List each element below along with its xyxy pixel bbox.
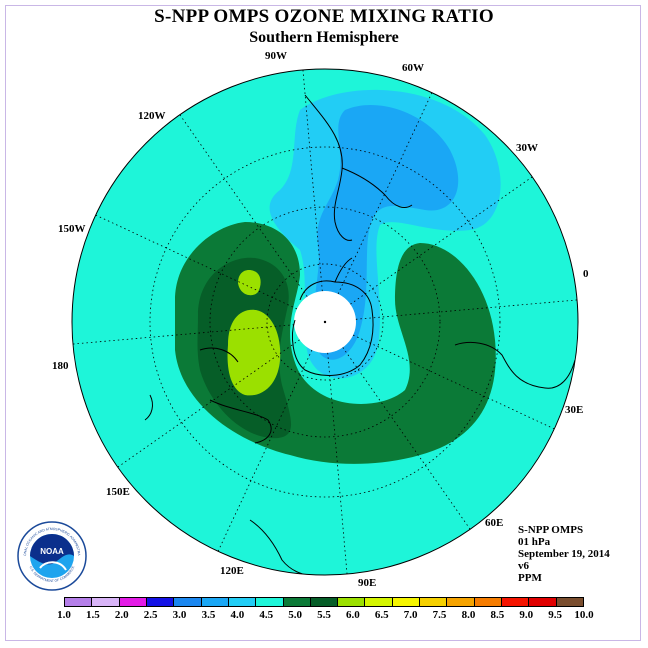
colorbar-tick-label: 9.5 bbox=[548, 609, 562, 621]
colorbar-tick-label: 2.0 bbox=[114, 609, 129, 621]
coastline-south-america bbox=[304, 94, 413, 241]
ozone-contour-6.0-a bbox=[227, 309, 281, 396]
meridian-line bbox=[355, 299, 578, 320]
lon-label-90e: 90E bbox=[358, 577, 377, 589]
colorbar-tick-label: 6.0 bbox=[346, 609, 360, 621]
colorbar-tick-label: 5.0 bbox=[288, 609, 302, 621]
map-boundary bbox=[71, 68, 579, 576]
meridian-line bbox=[327, 352, 348, 575]
lon-label-60w: 60W bbox=[402, 62, 424, 74]
info-block: S-NPP OMPS 01 hPa September 19, 2014 v6 … bbox=[518, 524, 610, 584]
colorbar-tick-label: 7.5 bbox=[432, 609, 447, 621]
colorbar-tick-label: 4.5 bbox=[259, 609, 274, 621]
colorbar-tick-label: 2.5 bbox=[143, 609, 158, 621]
pole-marker bbox=[323, 320, 327, 324]
lon-label-90w: 90W bbox=[265, 50, 287, 62]
map-subtitle: Southern Hemisphere bbox=[249, 29, 399, 46]
colorbar-segment bbox=[283, 598, 311, 606]
meridian-line bbox=[95, 214, 298, 310]
map-title: S-NPP OMPS OZONE MIXING RATIO bbox=[154, 6, 494, 27]
lon-label-120w: 120W bbox=[138, 110, 166, 122]
colorbar-tick-label: 3.0 bbox=[172, 609, 187, 621]
meridian-line bbox=[302, 69, 323, 292]
meridian-line bbox=[217, 349, 313, 552]
latitude-circles bbox=[149, 146, 501, 498]
colorbar-segment bbox=[392, 598, 421, 606]
coastline-new-zealand bbox=[144, 394, 153, 421]
colorbar-segment bbox=[365, 598, 393, 606]
colorbar-tick-label: 6.5 bbox=[374, 609, 389, 621]
colorbar-segment bbox=[174, 598, 202, 606]
meridian-line bbox=[72, 324, 295, 345]
colorbar-segment bbox=[146, 598, 175, 606]
colorbar-segment bbox=[92, 598, 120, 606]
coastline-australia bbox=[199, 347, 272, 444]
lon-label-120e: 120E bbox=[220, 565, 244, 577]
colorbar bbox=[64, 597, 584, 607]
colorbar-segment bbox=[228, 598, 257, 606]
meridian-line bbox=[117, 339, 300, 468]
colorbar-segment bbox=[502, 598, 530, 606]
lon-label-30e: 30E bbox=[565, 404, 584, 416]
colorbar-segment bbox=[420, 598, 448, 606]
ozone-contour-3.5 bbox=[313, 104, 459, 360]
meridian-line bbox=[179, 114, 308, 297]
colorbar-segment bbox=[556, 598, 583, 606]
coastline-antarctica bbox=[292, 257, 374, 376]
figure-frame bbox=[5, 5, 641, 641]
meridian-line bbox=[342, 347, 471, 530]
coastline-africa bbox=[454, 342, 576, 389]
noaa-logo: NOAA NATIONAL OCEANIC AND ATMOSPHERIC AD… bbox=[16, 520, 87, 591]
lon-label-150w: 150W bbox=[58, 223, 86, 235]
colorbar-segment bbox=[119, 598, 147, 606]
lon-label-0: 0 bbox=[583, 268, 589, 280]
lon-label-180: 180 bbox=[52, 360, 69, 372]
meridian-line bbox=[350, 176, 533, 305]
colorbar-tick-label: 7.0 bbox=[403, 609, 418, 621]
colorbar-tick-label: 8.0 bbox=[461, 609, 476, 621]
colorbar-segment bbox=[338, 598, 366, 606]
colorbar-tick-label: 8.5 bbox=[490, 609, 505, 621]
colorbar-segment bbox=[310, 598, 339, 606]
colorbar-segment bbox=[474, 598, 502, 606]
info-units: PPM bbox=[518, 572, 542, 584]
info-date: September 19, 2014 bbox=[518, 548, 610, 560]
lon-label-150e: 150E bbox=[106, 486, 130, 498]
colorbar-ticks: 1.0 1.5 2.0 2.5 3.0 3.5 4.0 4.5 5.0 5.5 6.0 6.5 7.0 7… bbox=[57, 609, 594, 623]
colorbar-segment bbox=[65, 598, 93, 606]
colorbar-segment bbox=[256, 598, 284, 606]
colorbar-tick-label: 9.0 bbox=[519, 609, 534, 621]
info-version: v6 bbox=[518, 560, 529, 572]
meridian-line bbox=[337, 92, 433, 295]
colorbar-tick-label: 4.0 bbox=[230, 609, 245, 621]
meridian-line bbox=[352, 334, 555, 430]
colorbar-segment bbox=[447, 598, 475, 606]
lon-label-60e: 60E bbox=[485, 517, 504, 529]
colorbar-tick-label: 1.5 bbox=[86, 609, 100, 621]
colorbar-tick-label: 5.5 bbox=[317, 609, 331, 621]
colorbar-tick-label: 3.5 bbox=[201, 609, 216, 621]
colorbar-tick-label: 1.0 bbox=[57, 609, 71, 621]
colorbar-tick-label: 10.0 bbox=[574, 609, 594, 621]
lon-label-30w: 30W bbox=[516, 142, 538, 154]
meridian-lines bbox=[72, 69, 578, 575]
info-instrument: S-NPP OMPS bbox=[518, 524, 584, 536]
noaa-logo-text: NOAA bbox=[40, 547, 64, 556]
colorbar-segment bbox=[201, 598, 229, 606]
colorbar-segment bbox=[529, 598, 557, 606]
info-pressure: 01 hPa bbox=[518, 536, 551, 548]
